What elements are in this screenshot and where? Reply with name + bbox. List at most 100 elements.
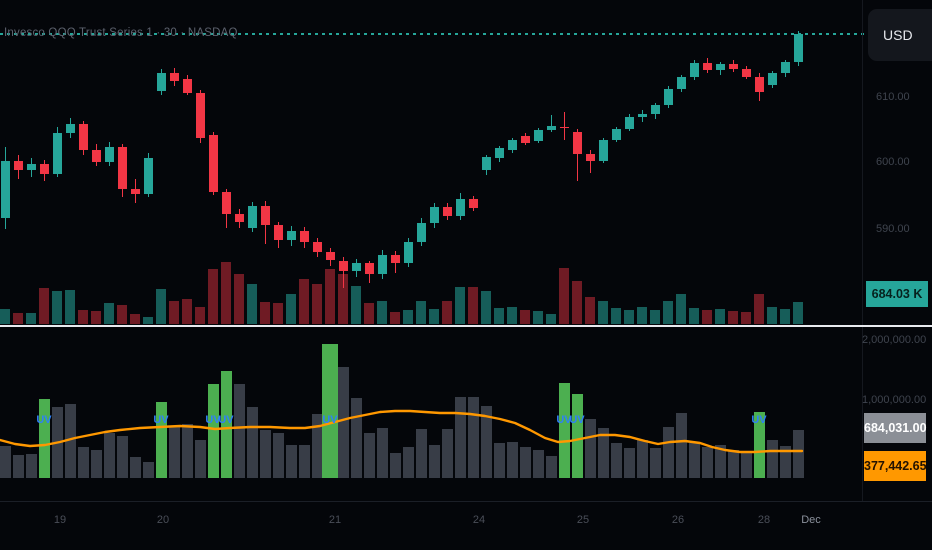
candle-body [52, 133, 62, 175]
candle-body [754, 76, 764, 93]
volume-overlay-bar [507, 307, 517, 324]
candle-body [520, 135, 530, 143]
volume-indicator-bar [519, 447, 531, 478]
volume-overlay-bar [208, 269, 218, 324]
unusual-volume-bar [322, 344, 338, 478]
price-axis-label: 590.00 [876, 223, 910, 235]
price-chart-pane[interactable] [0, 0, 862, 326]
price-axis-label: 600.00 [876, 156, 910, 168]
volume-overlay-bar [624, 310, 634, 324]
candle-body [169, 73, 179, 82]
volume-indicator-bar [116, 436, 128, 478]
candle-body [455, 198, 465, 217]
candle-body [416, 223, 426, 242]
candle-body [650, 105, 660, 114]
candle-body [273, 224, 283, 240]
candle-body [91, 150, 101, 162]
volume-axis-label: 2,000,000.00 [862, 334, 927, 346]
volume-overlay-bar [260, 302, 270, 324]
volume-overlay-bar [780, 309, 790, 324]
volume-indicator-bar [363, 433, 375, 478]
candle-body [637, 113, 647, 117]
uv-label: UV [218, 414, 234, 426]
volume-indicator-bar [285, 445, 297, 478]
candle-body [221, 192, 231, 214]
candle-body [65, 124, 75, 134]
symbol-legend[interactable]: Invesco QQQ Trust Series 1 · 30 · NASDAQ [4, 27, 238, 39]
volume-indicator-bar [597, 428, 609, 478]
volume-overlay-bar [767, 307, 777, 324]
volume-indicator-bar [77, 447, 89, 478]
volume-overlay-bar [455, 287, 465, 324]
volume-indicator-bar [623, 448, 635, 478]
unusual-volume-bar [558, 383, 570, 478]
candle-wick [589, 150, 591, 174]
volume-overlay-bar [559, 268, 569, 324]
time-axis-border [0, 501, 932, 502]
volume-indicator-bar [779, 446, 791, 478]
volume-indicator-bar [103, 433, 115, 478]
volume-overlay-bar [273, 303, 283, 324]
volume-indicator-bar [129, 457, 141, 478]
volume-indicator-bar [402, 447, 414, 478]
volume-overlay-bar [494, 308, 504, 324]
candle-body [689, 62, 699, 78]
candle-wick [342, 256, 344, 288]
volume-overlay-bar [403, 310, 413, 324]
volume-indicator-bar [792, 430, 804, 478]
volume-indicator-bar [649, 448, 661, 478]
time-axis-label: 19 [53, 514, 67, 526]
volume-overlay-bar [637, 307, 647, 324]
uv-label: UV [751, 414, 767, 426]
last-price-dotted-line [0, 33, 866, 35]
volume-overlay-bar [689, 308, 699, 324]
time-axis-label: 21 [328, 514, 342, 526]
volume-overlay-bar [91, 311, 101, 324]
candle-wick [563, 112, 565, 141]
volume-overlay-bar [325, 269, 335, 324]
volume-overlay-bar [299, 279, 309, 324]
volume-overlay-bar [793, 302, 803, 324]
volume-axis-label: 1,000,000.00 [862, 394, 927, 406]
time-axis-label: 20 [156, 514, 170, 526]
volume-indicator-bar [662, 427, 674, 478]
volume-indicator-bar [441, 429, 453, 478]
candle-body [260, 205, 270, 225]
candle-body [494, 148, 504, 158]
volume-overlay-bar [663, 301, 673, 324]
candle-body [507, 140, 517, 150]
volume-indicator-bar [272, 433, 284, 478]
candle-body [676, 77, 686, 89]
time-axis[interactable] [0, 502, 932, 550]
volume-overlay-bar [338, 274, 348, 324]
volume-overlay-bar [65, 290, 75, 324]
volume-overlay-bar [234, 274, 244, 324]
candle-body [247, 205, 257, 228]
volume-overlay-bar [117, 305, 127, 324]
candle-body [741, 69, 751, 77]
volume-indicator-bar [675, 413, 687, 478]
volume-overlay-bar [468, 287, 478, 324]
volume-overlay-bar [247, 284, 257, 324]
candle-body [468, 198, 478, 208]
volume-overlay-bar [104, 303, 114, 324]
volume-overlay-bar [221, 262, 231, 324]
candle-body [130, 189, 140, 195]
volume-overlay-bar [39, 288, 49, 324]
pane-separator[interactable] [0, 325, 932, 327]
volume-indicator-bar [714, 445, 726, 478]
volume-indicator-bar [480, 406, 492, 478]
currency-usd-button[interactable]: USD [868, 9, 932, 61]
volume-overlay-bar [741, 312, 751, 324]
candle-body [143, 157, 153, 195]
volume-overlay-bar [676, 294, 686, 324]
uv-label: UV [153, 414, 169, 426]
volume-overlay-bar [416, 301, 426, 324]
volume-indicator-bar [740, 452, 752, 478]
volume-indicator-bar [233, 384, 245, 478]
candle-body [104, 147, 114, 162]
candle-body [0, 161, 10, 219]
volume-indicator-bar [415, 429, 427, 478]
price-axis-label: 610.00 [876, 91, 910, 103]
uv-label: UV [36, 414, 52, 426]
